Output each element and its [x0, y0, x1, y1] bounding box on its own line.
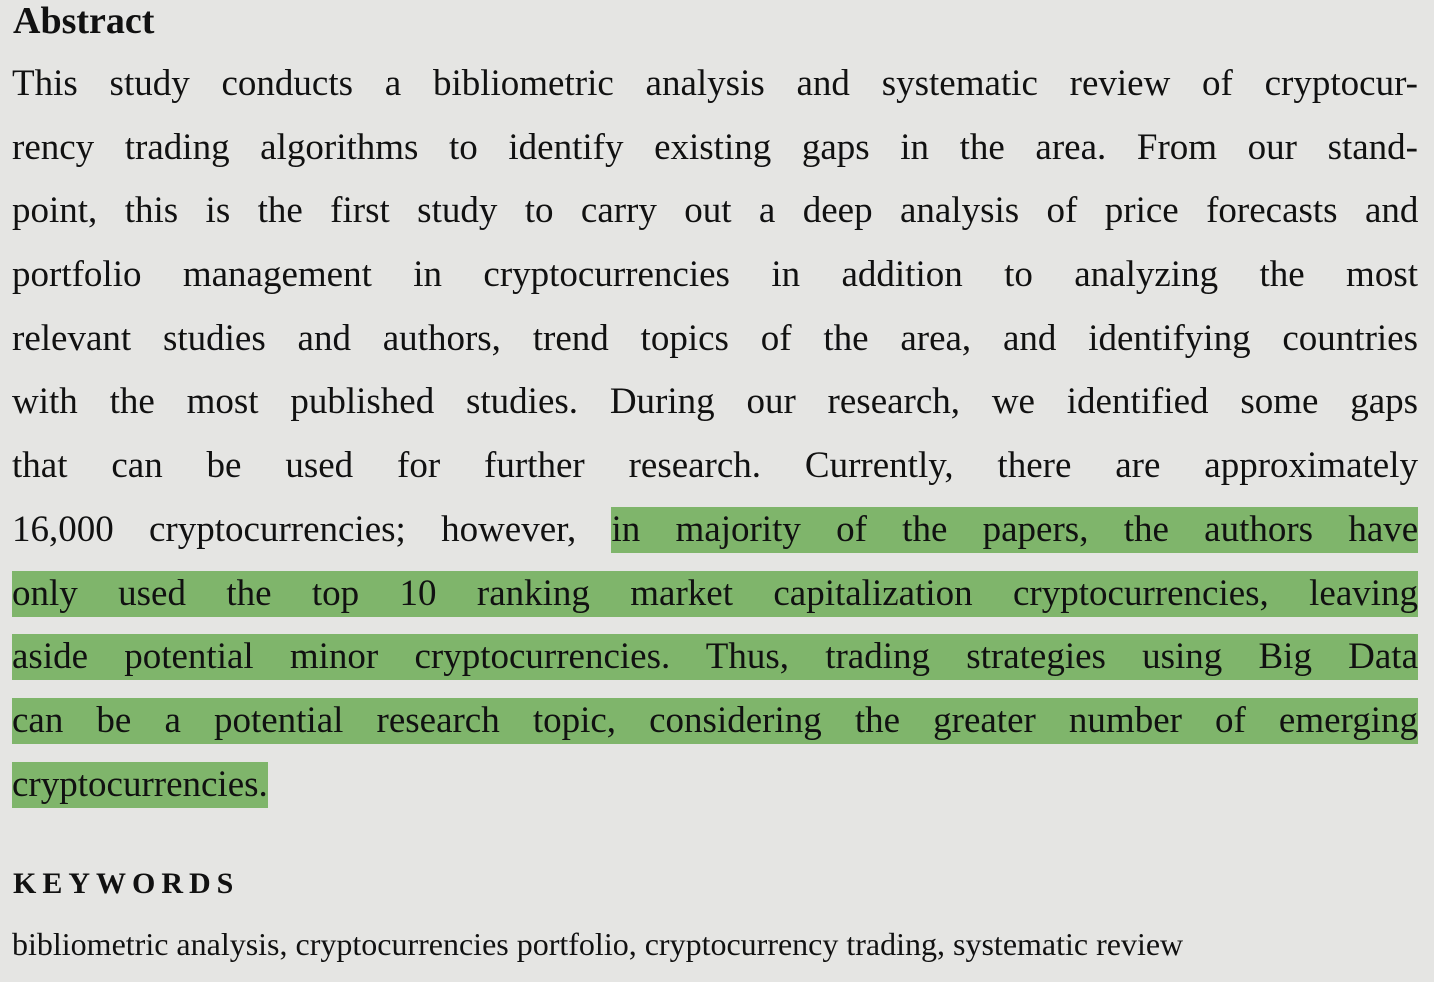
- line-text: rency trading algorithms to identify exi…: [12, 126, 1418, 168]
- abstract-line: relevant studies and authors, trend topi…: [12, 307, 1418, 371]
- abstract-line: aside potential minor cryptocurrencies. …: [12, 625, 1418, 689]
- line-text: portfolio management in cryptocurrencies…: [12, 254, 1418, 296]
- abstract-line: only used the top 10 ranking market capi…: [12, 562, 1419, 626]
- abstract-line: 16,000 cryptocurrencies; however, in maj…: [12, 498, 1419, 562]
- abstract-line: can be a potential research topic, consi…: [12, 689, 1418, 753]
- line-text: 16,000 cryptocurrencies; however,: [12, 508, 612, 550]
- highlighted-text: in majority of the papers, the authors h…: [611, 506, 1419, 553]
- line-text: This study conducts a bibliometric analy…: [12, 63, 1418, 104]
- abstract-line: that can be used for further research. C…: [12, 434, 1418, 498]
- highlighted-text: only used the top 10 ranking market capi…: [12, 570, 1419, 617]
- line-text: with the most published studies. During …: [12, 381, 1419, 423]
- highlighted-text: aside potential minor cryptocurrencies. …: [12, 634, 1418, 681]
- abstract-line: portfolio management in cryptocurrencies…: [12, 243, 1418, 307]
- abstract-body: This study conducts a bibliometric analy…: [12, 52, 1418, 816]
- abstract-line: cryptocurrencies.: [12, 753, 1418, 817]
- keywords-list: bibliometric analysis, cryptocurrencies …: [12, 926, 1184, 962]
- highlighted-text: cryptocurrencies.: [12, 761, 268, 808]
- abstract-line: with the most published studies. During …: [12, 370, 1418, 434]
- abstract-line: This study conducts a bibliometric analy…: [12, 52, 1418, 116]
- line-text: relevant studies and authors, trend topi…: [12, 317, 1418, 359]
- abstract-line: point, this is the first study to carry …: [12, 179, 1418, 243]
- highlighted-text: can be a potential research topic, consi…: [12, 697, 1418, 744]
- keywords-heading: KEYWORDS: [13, 867, 240, 900]
- line-text: point, this is the first study to carry …: [12, 190, 1419, 232]
- line-text: that can be used for further research. C…: [12, 445, 1418, 487]
- abstract-heading: Abstract: [13, 0, 155, 42]
- abstract-line: rency trading algorithms to identify exi…: [12, 116, 1418, 180]
